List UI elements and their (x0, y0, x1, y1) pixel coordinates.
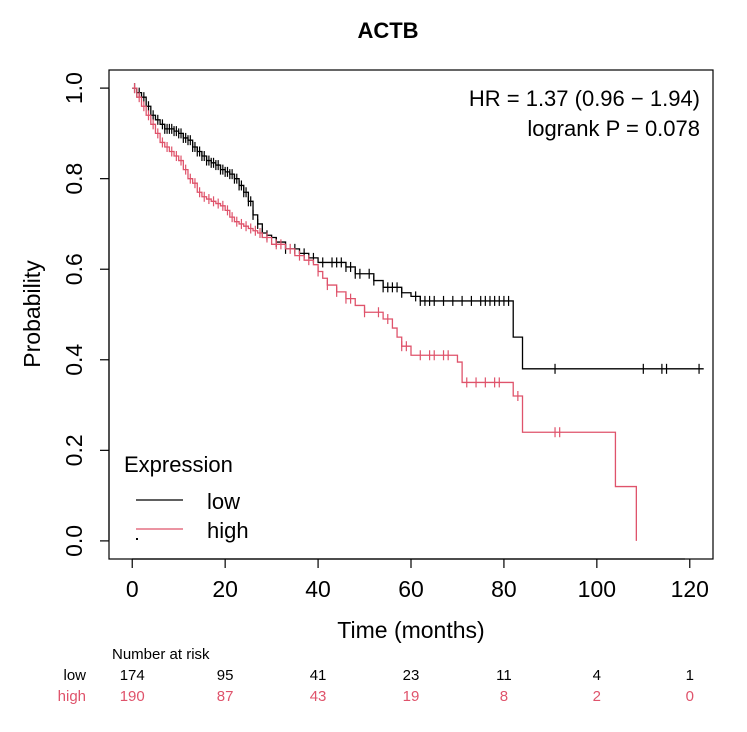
risk-value-low: 23 (403, 667, 420, 684)
x-tick-label: 20 (212, 576, 238, 602)
risk-value-low: 1 (686, 667, 694, 684)
risk-value-low: 174 (120, 667, 145, 684)
risk-row-label-low: low (63, 667, 86, 684)
y-tick-label: 0.8 (61, 163, 87, 195)
risk-table-header: Number at risk (112, 646, 210, 663)
x-axis-label: Time (months) (337, 617, 484, 643)
x-tick-label: 120 (671, 576, 709, 602)
x-tick-label: 80 (491, 576, 517, 602)
x-tick-label: 60 (398, 576, 424, 602)
risk-value-low: 41 (310, 667, 327, 684)
risk-value-low: 4 (593, 667, 601, 684)
logrank-p-annotation: logrank P = 0.078 (527, 116, 700, 141)
risk-value-high: 0 (686, 688, 694, 705)
legend-point-high (136, 538, 138, 540)
y-tick-label: 0.2 (61, 434, 87, 466)
risk-value-high: 8 (500, 688, 508, 705)
risk-value-high: 19 (403, 688, 420, 705)
y-tick-label: 0.4 (61, 344, 87, 376)
x-tick-label: 0 (126, 576, 139, 602)
risk-value-low: 11 (496, 667, 512, 684)
y-tick-label: 0.0 (61, 525, 87, 557)
risk-value-high: 2 (593, 688, 601, 705)
y-tick-label: 0.6 (61, 253, 87, 285)
plot-frame (108, 69, 714, 560)
y-axis-label: Probability (19, 260, 45, 368)
legend-label-high: high (207, 518, 249, 543)
legend-title: Expression (124, 452, 233, 477)
legend-label-low: low (207, 489, 240, 514)
risk-value-high: 43 (310, 688, 327, 705)
series-layer (132, 83, 704, 541)
km-curve-high (132, 87, 637, 541)
risk-value-high: 87 (217, 688, 234, 705)
x-tick-label: 100 (578, 576, 616, 602)
hazard-ratio-annotation: HR = 1.37 (0.96 − 1.94) (469, 86, 700, 111)
x-axis: 0 20 40 60 80 100 120 (126, 558, 709, 602)
risk-value-low: 95 (217, 667, 234, 684)
legend: Expression low high (124, 452, 249, 543)
x-tick-label: 40 (305, 576, 331, 602)
risk-row-label-high: high (58, 688, 86, 705)
risk-value-high: 190 (120, 688, 145, 705)
chart-title: ACTB (357, 18, 418, 43)
y-tick-label: 1.0 (61, 72, 87, 104)
y-axis: 0.0 0.2 0.4 0.6 0.8 1.0 (61, 72, 110, 557)
